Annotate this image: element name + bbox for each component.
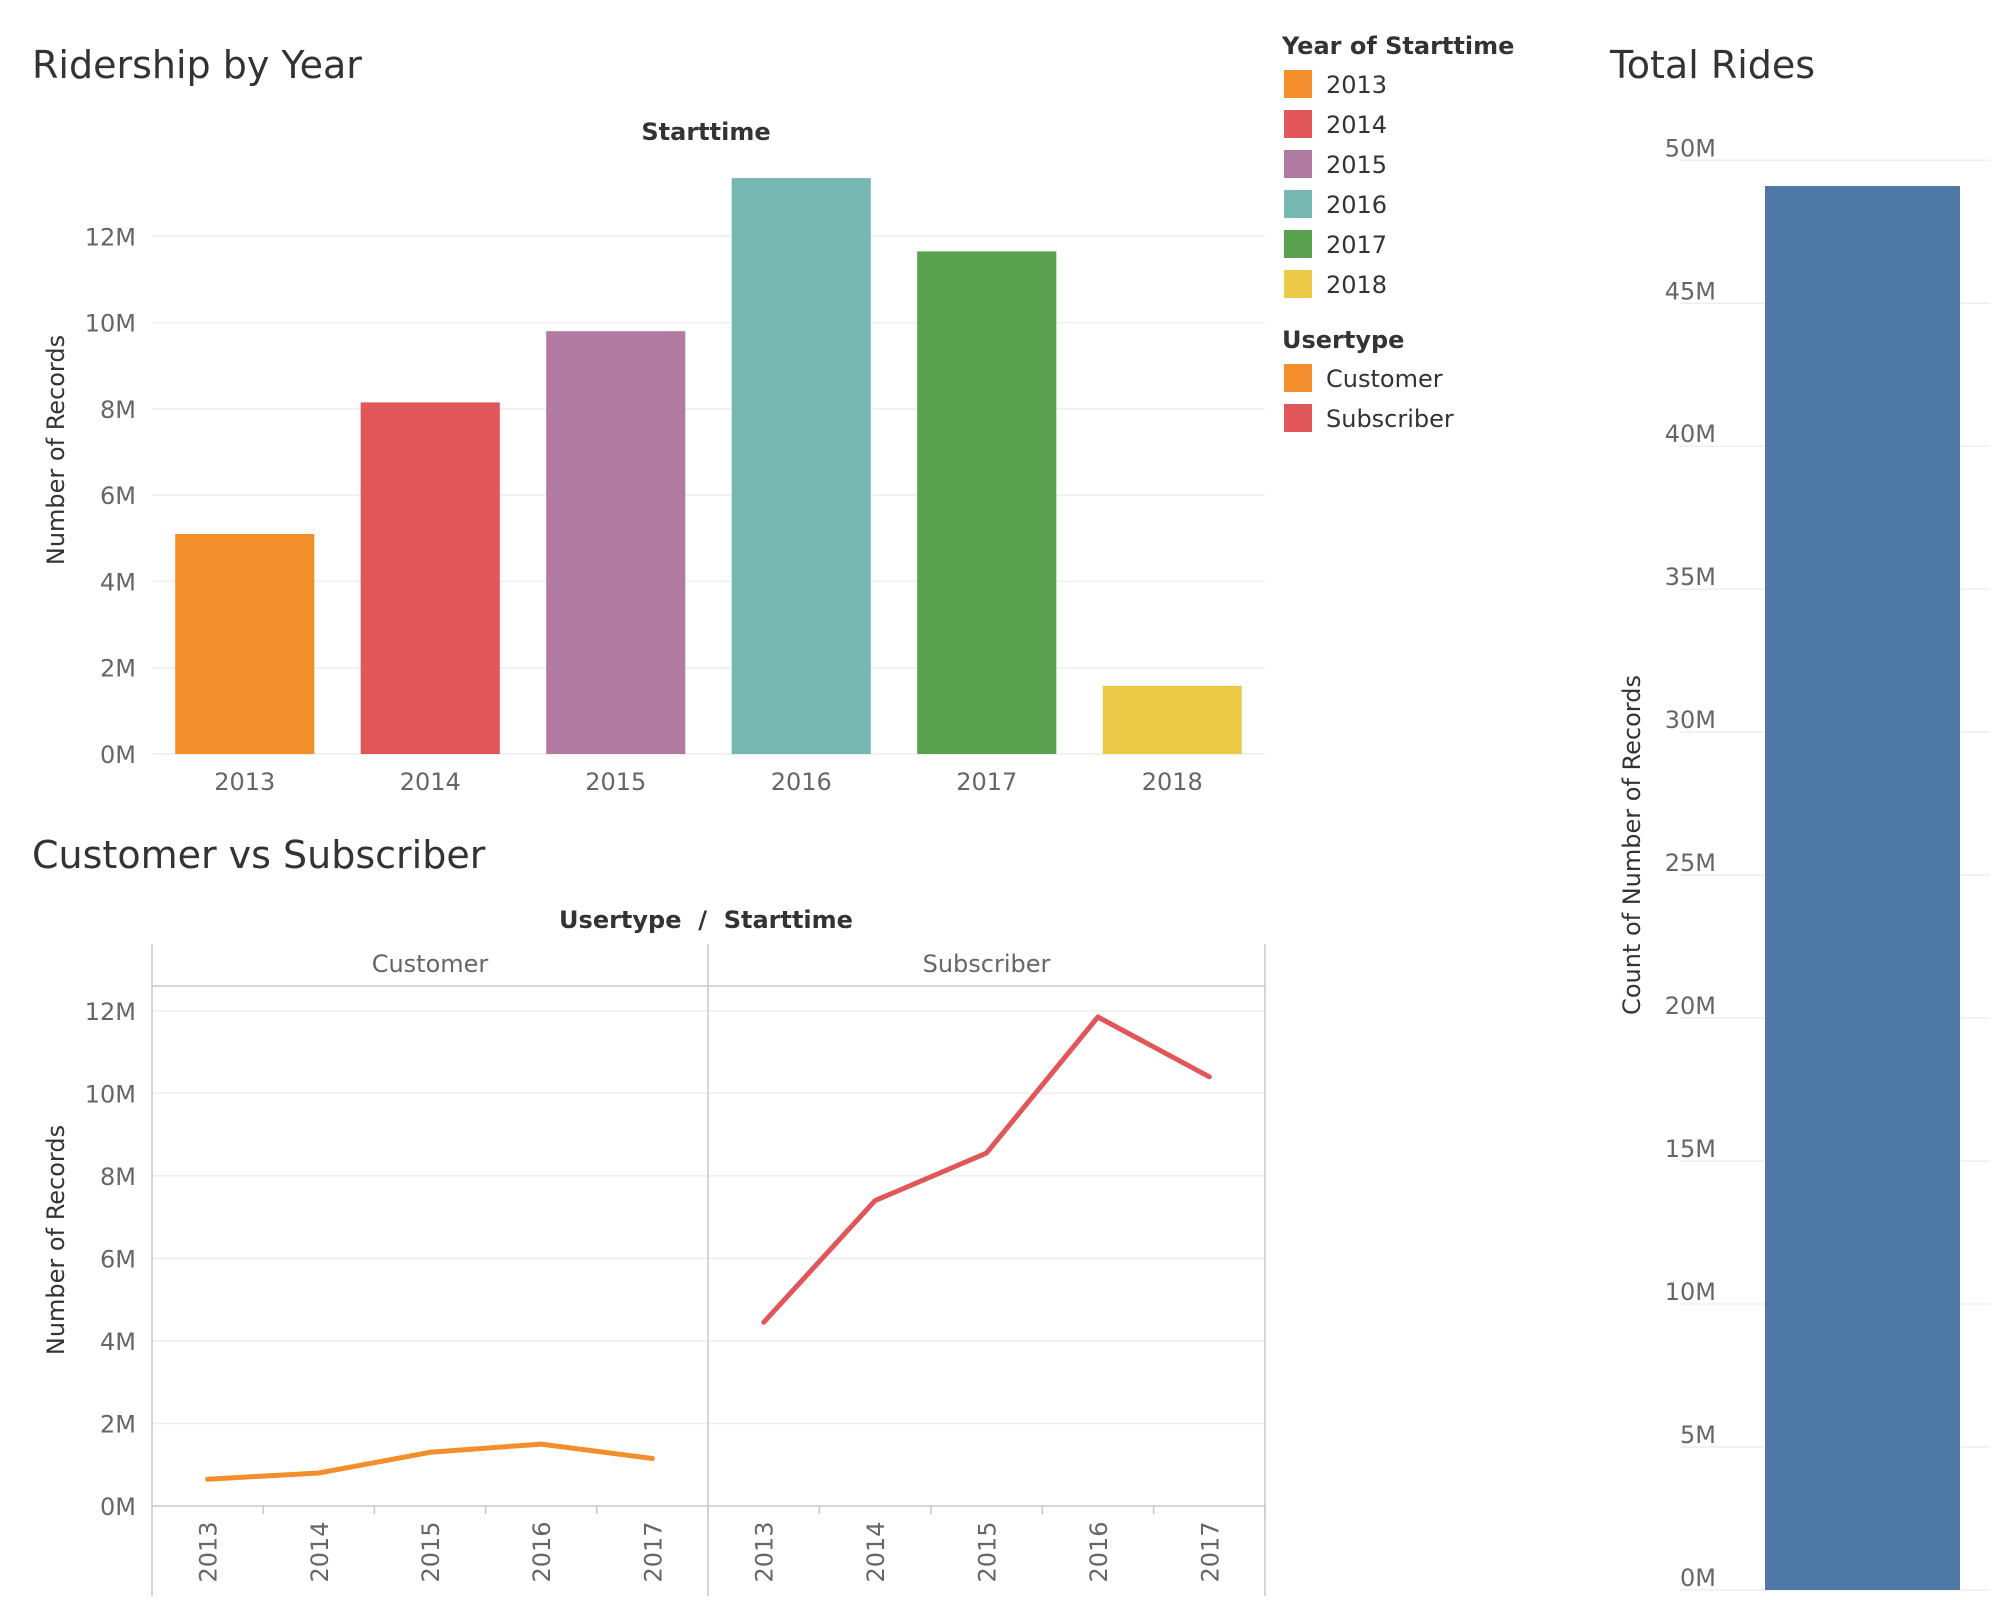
total-rides-chart: Total Rides Count of Number of Records 0…: [1609, 43, 1990, 1592]
cvs-x-tick: 2013: [751, 1521, 779, 1582]
legend-label-customer: Customer: [1326, 365, 1443, 393]
ridership-x-tick: 2014: [400, 768, 461, 796]
total-rides-y-tick: 10M: [1665, 1278, 1716, 1306]
cvs-x-tick: 2016: [528, 1521, 556, 1582]
total-rides-y-tick: 30M: [1665, 706, 1716, 734]
legend-label-2018: 2018: [1326, 271, 1387, 299]
cvs-panel-header-customer: Customer: [372, 950, 489, 978]
ridership-y-tick: 2M: [100, 655, 136, 683]
legend-swatch-subscriber: [1284, 404, 1312, 432]
ridership-x-tick: 2018: [1142, 768, 1203, 796]
customer-vs-subscriber-title: Customer vs Subscriber: [32, 833, 486, 877]
total-rides-y-tick: 20M: [1665, 992, 1716, 1020]
total-rides-y-tick: 5M: [1680, 1421, 1716, 1449]
total-rides-y-tick: 50M: [1665, 134, 1716, 162]
ridership-y-tick: 10M: [85, 310, 136, 338]
legend-year-of-starttime: Year of Starttime 2013 2014 2015 2016 2017 20…: [1281, 32, 1514, 299]
ridership-bar-2013: [175, 533, 315, 754]
total-rides-y-tick: 0M: [1680, 1564, 1716, 1592]
ridership-y-axis-title: Number of Records: [42, 335, 70, 565]
total-rides-bar: [1765, 186, 1960, 1590]
total-rides-y-tick: 35M: [1665, 563, 1716, 591]
cvs-x-tick: 2017: [639, 1521, 667, 1582]
total-rides-y-tick: 25M: [1665, 849, 1716, 877]
legend-label-2015: 2015: [1326, 151, 1387, 179]
legend-year-title: Year of Starttime: [1281, 32, 1514, 60]
cvs-x-tick: 2014: [862, 1521, 890, 1582]
customer-vs-subscriber-chart: Customer vs Subscriber Usertype / Startt…: [32, 833, 1266, 1596]
cvs-x-tick: 2017: [1196, 1521, 1224, 1582]
ridership-y-tick: 6M: [100, 482, 136, 510]
cvs-x-tick: 2016: [1085, 1521, 1113, 1582]
ridership-y-tick: 8M: [100, 396, 136, 424]
ridership-y-tick: 12M: [85, 223, 136, 251]
legend-label-2016: 2016: [1326, 191, 1387, 219]
cvs-line-customer: [205, 1441, 655, 1482]
cvs-x-tick: 2014: [306, 1521, 334, 1582]
ridership-bar-2015: [546, 331, 686, 754]
total-rides-y-axis-title: Count of Number of Records: [1618, 675, 1646, 1015]
legend-swatch-2015: [1284, 150, 1312, 178]
legend-label-2014: 2014: [1326, 111, 1387, 139]
customer-vs-subscriber-header: Usertype / Starttime: [559, 906, 853, 934]
total-rides-y-tick: 40M: [1665, 420, 1716, 448]
total-rides-y-tick: 45M: [1665, 277, 1716, 305]
ridership-bar-2017: [917, 251, 1057, 754]
ridership-x-tick: 2017: [956, 768, 1017, 796]
ridership-bar-2014: [360, 402, 500, 754]
ridership-bar-2018: [1102, 685, 1242, 754]
ridership-x-tick: 2013: [214, 768, 275, 796]
cvs-y-tick: 8M: [100, 1163, 136, 1191]
cvs-x-tick: 2015: [417, 1521, 445, 1582]
legend-swatch-customer: [1284, 364, 1312, 392]
ridership-x-tick: 2015: [585, 768, 646, 796]
cvs-x-tick: 2013: [195, 1521, 223, 1582]
cvs-y-tick: 0M: [100, 1493, 136, 1521]
legend-swatch-2017: [1284, 230, 1312, 258]
legend-swatch-2013: [1284, 70, 1312, 98]
legend-label-2013: 2013: [1326, 71, 1387, 99]
legend-label-subscriber: Subscriber: [1326, 405, 1454, 433]
legend-usertype: Usertype Customer Subscriber: [1282, 326, 1454, 433]
cvs-y-axis-title: Number of Records: [42, 1125, 70, 1355]
legend-swatch-2016: [1284, 190, 1312, 218]
cvs-y-tick: 10M: [85, 1080, 136, 1108]
ridership-y-tick: 0M: [100, 741, 136, 769]
cvs-y-tick: 6M: [100, 1245, 136, 1273]
ridership-chart-title: Ridership by Year: [32, 43, 362, 87]
ridership-by-year-chart: Ridership by Year Starttime Number of Re…: [32, 43, 1265, 796]
cvs-x-tick: 2015: [974, 1521, 1002, 1582]
cvs-y-tick: 2M: [100, 1410, 136, 1438]
ridership-y-tick: 4M: [100, 568, 136, 596]
legend-usertype-title: Usertype: [1282, 326, 1404, 354]
ridership-header: Starttime: [641, 118, 770, 146]
ridership-x-tick: 2016: [771, 768, 832, 796]
cvs-line-subscriber: [761, 1014, 1212, 1325]
cvs-y-tick: 4M: [100, 1328, 136, 1356]
cvs-panel-header-subscriber: Subscriber: [923, 950, 1051, 978]
cvs-y-tick: 12M: [85, 998, 136, 1026]
legend-swatch-2018: [1284, 270, 1312, 298]
legend-swatch-2014: [1284, 110, 1312, 138]
total-rides-title: Total Rides: [1609, 43, 1815, 87]
legend-label-2017: 2017: [1326, 231, 1387, 259]
total-rides-y-tick: 15M: [1665, 1135, 1716, 1163]
ridership-bar-2016: [731, 178, 871, 755]
